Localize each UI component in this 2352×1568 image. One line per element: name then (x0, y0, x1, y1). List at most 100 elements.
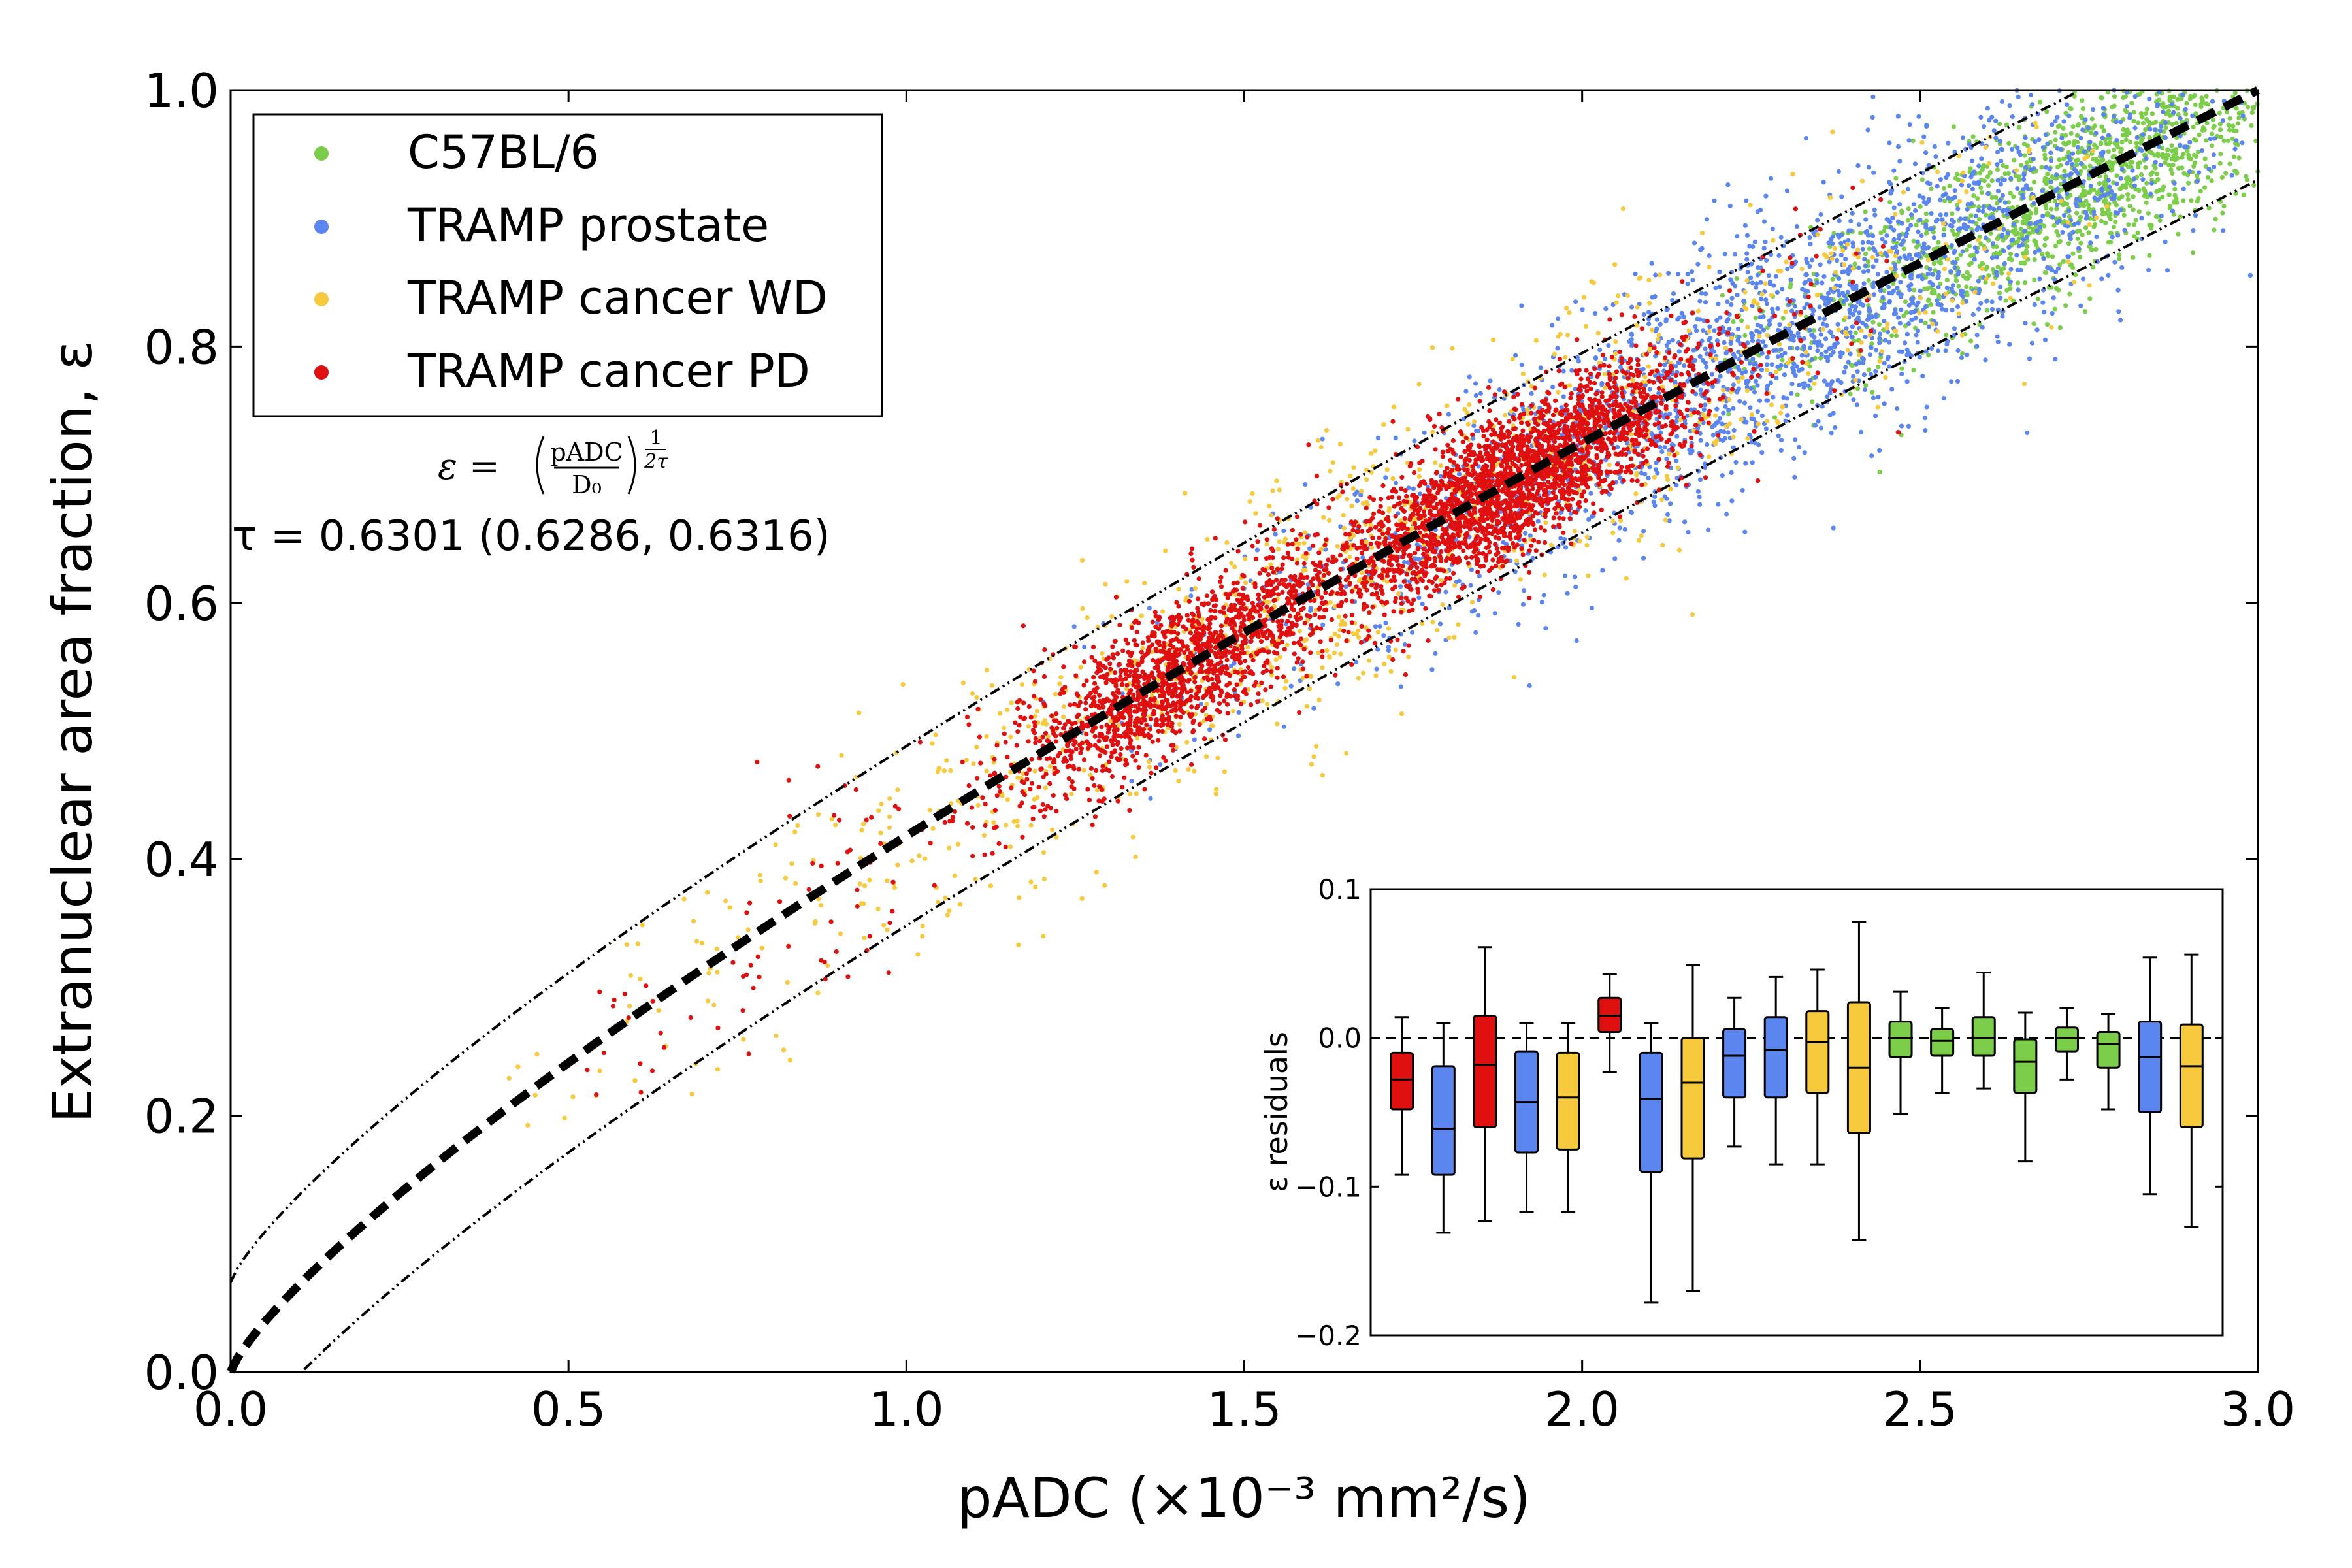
scatter-point-tramp-cancer-wd (1260, 698, 1265, 704)
scatter-point-c57bl-6 (1932, 291, 1937, 296)
scatter-point-tramp-prostate (2080, 127, 2085, 133)
scatter-point-c57bl-6 (2057, 238, 2063, 244)
scatter-point-tramp-prostate (1882, 401, 1887, 406)
scatter-point-tramp-prostate (2048, 158, 2054, 163)
scatter-point-tramp-prostate (1837, 218, 1842, 223)
scatter-point-tramp-cancer-wd (1901, 189, 1906, 195)
scatter-point-c57bl-6 (1899, 366, 1904, 371)
scatter-point-tramp-cancer-wd (1445, 403, 1450, 408)
scatter-point-tramp-prostate (2044, 165, 2049, 170)
scatter-point-tramp-prostate (1674, 434, 1680, 439)
scatter-point-c57bl-6 (2048, 185, 2053, 190)
scatter-point-tramp-cancer-wd (1337, 442, 1343, 447)
scatter-point-tramp-prostate (1938, 302, 1944, 308)
scatter-point-tramp-prostate (1780, 287, 1785, 292)
scatter-point-c57bl-6 (2188, 157, 2193, 162)
scatter-point-tramp-prostate (1588, 491, 1593, 496)
scatter-point-tramp-cancer-pd (1218, 574, 1224, 580)
scatter-point-tramp-cancer-wd (1007, 844, 1013, 849)
scatter-point-tramp-prostate (2115, 287, 2121, 293)
scatter-point-tramp-prostate (2087, 140, 2093, 145)
scatter-point-tramp-prostate (1882, 302, 1887, 307)
scatter-point-tramp-prostate (1360, 555, 1365, 561)
scatter-point-tramp-cancer-wd (1214, 787, 1219, 792)
scatter-point-c57bl-6 (2035, 296, 2040, 302)
scatter-point-tramp-prostate (1757, 315, 1763, 320)
scatter-point-tramp-prostate (1308, 608, 1313, 613)
scatter-point-c57bl-6 (2040, 252, 2045, 257)
scatter-point-tramp-prostate (1915, 328, 1921, 333)
scatter-point-tramp-prostate (1801, 344, 1806, 349)
scatter-point-c57bl-6 (1879, 299, 1884, 304)
scatter-point-tramp-cancer-wd (1799, 267, 1805, 272)
scatter-point-tramp-cancer-wd (1652, 474, 1657, 480)
scatter-point-tramp-prostate (1702, 461, 1707, 466)
scatter-point-c57bl-6 (1958, 252, 1963, 257)
scatter-point-tramp-cancer-wd (1829, 251, 1834, 256)
scatter-point-tramp-cancer-wd (525, 1122, 531, 1128)
scatter-point-tramp-prostate (1951, 259, 1956, 265)
scatter-point-c57bl-6 (1795, 392, 1800, 397)
scatter-point-tramp-cancer-wd (2021, 381, 2027, 387)
scatter-point-tramp-prostate (1963, 216, 1968, 221)
scatter-point-tramp-prostate (1646, 321, 1652, 327)
scatter-point-tramp-prostate (1416, 595, 1422, 600)
scatter-point-tramp-prostate (1755, 383, 1760, 388)
scatter-point-tramp-cancer-wd (1356, 628, 1361, 633)
scatter-point-c57bl-6 (2135, 230, 2140, 235)
scatter-point-c57bl-6 (2115, 144, 2121, 150)
scatter-point-tramp-cancer-wd (1275, 547, 1281, 552)
scatter-point-tramp-cancer-wd (1393, 647, 1398, 653)
scatter-point-tramp-cancer-wd (1124, 579, 1130, 584)
scatter-point-tramp-prostate (1907, 122, 1912, 127)
scatter-point-c57bl-6 (2136, 120, 2141, 125)
scatter-point-tramp-prostate (1874, 258, 1879, 263)
scatter-point-tramp-prostate (1931, 282, 1936, 287)
scatter-point-tramp-prostate (1463, 389, 1469, 394)
scatter-point-tramp-prostate (1597, 348, 1603, 353)
scatter-point-tramp-cancer-wd (1469, 600, 1475, 605)
scatter-point-c57bl-6 (2078, 214, 2083, 220)
scatter-point-c57bl-6 (2100, 207, 2105, 212)
scatter-point-tramp-prostate (2034, 228, 2040, 233)
scatter-point-tramp-prostate (1920, 245, 1925, 250)
scatter-point-c57bl-6 (1936, 259, 1942, 265)
scatter-point-tramp-prostate (1927, 267, 1933, 272)
scatter-point-tramp-prostate (2055, 114, 2060, 120)
scatter-point-tramp-cancer-wd (1695, 308, 1701, 314)
scatter-point-tramp-prostate (1726, 408, 1731, 413)
scatter-point-tramp-cancer-wd (952, 873, 958, 878)
scatter-point-c57bl-6 (2113, 220, 2118, 225)
scatter-point-tramp-prostate (1801, 385, 1806, 390)
scatter-point-c57bl-6 (2166, 163, 2172, 168)
scatter-point-tramp-cancer-pd (1119, 746, 1124, 751)
scatter-point-c57bl-6 (1901, 246, 1906, 252)
scatter-point-tramp-cancer-wd (1960, 178, 1965, 184)
scatter-point-tramp-cancer-wd (632, 1078, 638, 1083)
scatter-point-c57bl-6 (2181, 151, 2186, 157)
scatter-point-tramp-prostate (1880, 295, 1886, 300)
scatter-point-tramp-cancer-wd (1327, 517, 1332, 523)
scatter-point-tramp-cancer-wd (1094, 870, 1099, 875)
scatter-point-tramp-cancer-wd (1405, 427, 1411, 432)
scatter-point-tramp-prostate (1955, 206, 1961, 212)
scatter-point-c57bl-6 (1955, 256, 1960, 261)
scatter-point-tramp-cancer-wd (715, 1067, 721, 1072)
scatter-point-c57bl-6 (2217, 161, 2223, 166)
scatter-point-tramp-prostate (1891, 311, 1897, 317)
scatter-point-tramp-prostate (1884, 217, 1889, 222)
scatter-point-tramp-cancer-wd (1222, 769, 1227, 774)
scatter-point-tramp-prostate (1573, 584, 1578, 590)
scatter-point-tramp-prostate (1976, 278, 1981, 284)
scatter-point-c57bl-6 (2045, 171, 2050, 176)
scatter-point-tramp-cancer-wd (1324, 647, 1330, 653)
scatter-point-tramp-cancer-wd (1430, 429, 1435, 434)
scatter-point-tramp-cancer-wd (711, 1002, 717, 1007)
scatter-point-c57bl-6 (2057, 262, 2063, 267)
scatter-point-c57bl-6 (2061, 156, 2066, 161)
scatter-point-c57bl-6 (2099, 158, 2104, 164)
scatter-point-tramp-prostate (2099, 153, 2105, 158)
scatter-point-c57bl-6 (2055, 233, 2061, 238)
scatter-point-tramp-prostate (1666, 270, 1671, 276)
scatter-point-c57bl-6 (2217, 122, 2223, 127)
